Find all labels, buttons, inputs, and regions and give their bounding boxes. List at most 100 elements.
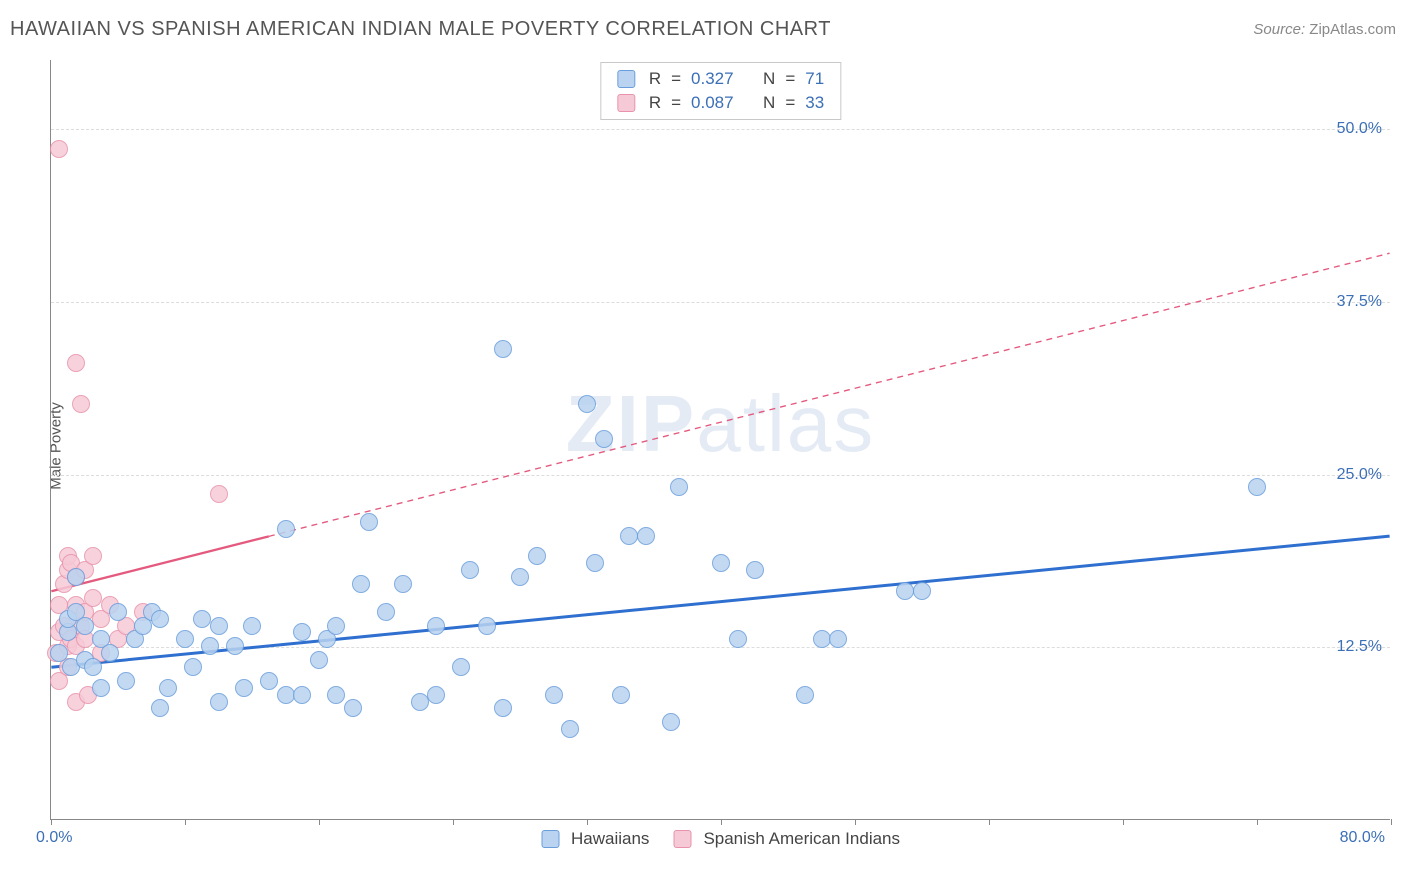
scatter-point — [344, 699, 362, 717]
scatter-point — [201, 637, 219, 655]
stats-row-2: R = 0.087 N = 33 — [617, 91, 824, 115]
scatter-point — [235, 679, 253, 697]
scatter-point — [277, 686, 295, 704]
scatter-point — [620, 527, 638, 545]
scatter-point — [84, 589, 102, 607]
scatter-point — [76, 617, 94, 635]
scatter-point — [67, 354, 85, 372]
swatch-series-1 — [617, 70, 635, 88]
scatter-point — [746, 561, 764, 579]
scatter-point — [670, 478, 688, 496]
scatter-point — [327, 617, 345, 635]
scatter-point — [545, 686, 563, 704]
scatter-point — [796, 686, 814, 704]
gridline-h — [51, 129, 1390, 130]
gridline-h — [51, 647, 1390, 648]
legend: Hawaiians Spanish American Indians — [541, 829, 900, 849]
scatter-point — [1248, 478, 1266, 496]
x-tick-mark — [1391, 819, 1392, 825]
scatter-point — [712, 554, 730, 572]
scatter-point — [151, 699, 169, 717]
scatter-point — [193, 610, 211, 628]
x-tick-mark — [855, 819, 856, 825]
stats-n-label: N — [763, 91, 775, 115]
scatter-point — [226, 637, 244, 655]
legend-label-2: Spanish American Indians — [703, 829, 900, 849]
legend-item-1: Hawaiians — [541, 829, 649, 849]
x-axis-start-label: 0.0% — [36, 829, 72, 847]
source-credit: Source: ZipAtlas.com — [1253, 21, 1396, 38]
stats-row-1: R = 0.327 N = 71 — [617, 67, 824, 91]
scatter-point — [84, 658, 102, 676]
scatter-point — [92, 679, 110, 697]
scatter-point — [662, 713, 680, 731]
scatter-point — [494, 340, 512, 358]
x-tick-mark — [319, 819, 320, 825]
stats-eq: = — [785, 91, 795, 115]
plot-area: ZIPatlas 12.5%25.0%37.5%50.0% R = 0.327 … — [50, 60, 1390, 820]
y-tick-label: 37.5% — [1337, 293, 1382, 311]
x-tick-mark — [1257, 819, 1258, 825]
scatter-point — [67, 568, 85, 586]
legend-swatch-2 — [673, 830, 691, 848]
scatter-point — [243, 617, 261, 635]
stats-r-label: R — [649, 91, 661, 115]
chart-title: HAWAIIAN VS SPANISH AMERICAN INDIAN MALE… — [10, 18, 831, 41]
scatter-point — [176, 630, 194, 648]
scatter-point — [109, 603, 127, 621]
scatter-point — [637, 527, 655, 545]
scatter-point — [612, 686, 630, 704]
gridline-h — [51, 302, 1390, 303]
scatter-point — [813, 630, 831, 648]
x-axis-end-label: 80.0% — [1340, 829, 1385, 847]
legend-item-2: Spanish American Indians — [673, 829, 900, 849]
scatter-point — [101, 644, 119, 662]
source-label: Source: — [1253, 21, 1305, 38]
scatter-point — [561, 720, 579, 738]
stats-eq: = — [671, 91, 681, 115]
scatter-point — [829, 630, 847, 648]
scatter-point — [729, 630, 747, 648]
scatter-point — [210, 693, 228, 711]
x-tick-mark — [453, 819, 454, 825]
scatter-point — [50, 140, 68, 158]
swatch-series-2 — [617, 94, 635, 112]
legend-swatch-1 — [541, 830, 559, 848]
watermark-bold: ZIP — [566, 379, 696, 468]
watermark-light: atlas — [696, 379, 875, 468]
scatter-point — [478, 617, 496, 635]
x-tick-mark — [51, 819, 52, 825]
stats-box: R = 0.327 N = 71 R = 0.087 N = 33 — [600, 62, 841, 120]
scatter-point — [327, 686, 345, 704]
watermark: ZIPatlas — [566, 378, 875, 470]
scatter-point — [352, 575, 370, 593]
x-tick-mark — [1123, 819, 1124, 825]
x-tick-mark — [989, 819, 990, 825]
scatter-point — [377, 603, 395, 621]
stats-n-label: N — [763, 67, 775, 91]
stats-n-value-2: 33 — [805, 91, 824, 115]
scatter-point — [896, 582, 914, 600]
scatter-point — [511, 568, 529, 586]
scatter-point — [360, 513, 378, 531]
y-tick-label: 25.0% — [1337, 466, 1382, 484]
scatter-point — [452, 658, 470, 676]
scatter-point — [310, 651, 328, 669]
x-tick-mark — [587, 819, 588, 825]
scatter-point — [117, 672, 135, 690]
scatter-point — [578, 395, 596, 413]
y-tick-label: 12.5% — [1337, 638, 1382, 656]
scatter-point — [84, 547, 102, 565]
source-name: ZipAtlas.com — [1309, 21, 1396, 38]
stats-eq: = — [785, 67, 795, 91]
stats-n-value-1: 71 — [805, 67, 824, 91]
scatter-point — [528, 547, 546, 565]
scatter-point — [913, 582, 931, 600]
scatter-point — [293, 623, 311, 641]
scatter-point — [210, 485, 228, 503]
x-tick-mark — [185, 819, 186, 825]
scatter-point — [72, 395, 90, 413]
stats-r-value-2: 0.087 — [691, 91, 734, 115]
scatter-point — [210, 617, 228, 635]
scatter-point — [394, 575, 412, 593]
